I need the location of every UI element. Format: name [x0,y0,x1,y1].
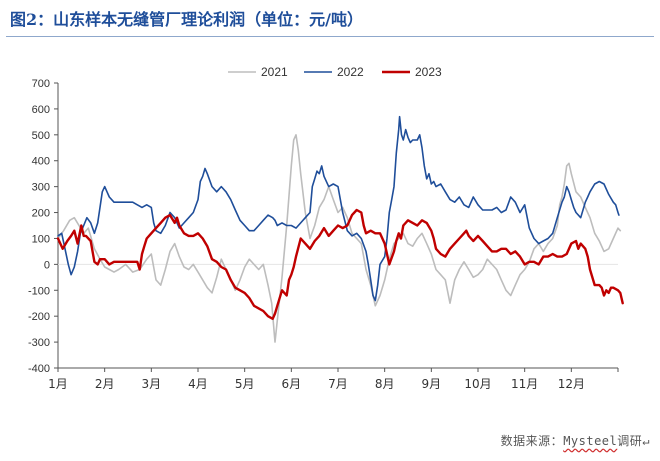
x-tick-label: 11月 [511,377,538,391]
x-tick-label: 1月 [48,377,68,391]
series-line-2023 [56,208,624,320]
y-tick-label: 700 [32,78,50,90]
y-tick-label: 100 [32,233,50,245]
y-tick-label: 0 [44,259,50,271]
y-tick-label: 400 [32,156,50,168]
title-divider [6,36,654,37]
legend-label-2021: 2021 [261,65,288,79]
x-axis-ticks: 1月 2月 3月 4月 5月 6月 7月 8月 9月 10月 11月 12月 [48,368,619,391]
source-suffix: 调研↵ [617,434,650,448]
series-line-2022 [57,115,620,302]
x-tick-label: 12月 [558,377,585,391]
legend: 2021 2022 2023 [228,65,442,79]
x-tick-label: 3月 [142,377,162,391]
legend-label-2022: 2022 [337,65,364,79]
source-note: 数据来源：Mysteel调研↵ [501,432,650,449]
x-tick-label: 5月 [235,377,255,391]
x-tick-label: 8月 [375,377,395,391]
y-tick-label: -100 [28,285,50,297]
page-title: 图2：山东样本无缝管厂理论利润（单位：元/吨） [10,10,363,29]
y-tick-label: 600 [32,104,50,116]
legend-label-2023: 2023 [415,65,442,79]
series-line-2021 [57,134,622,343]
x-tick-label: 9月 [422,377,442,391]
y-tick-label: 500 [32,130,50,142]
x-tick-label: 4月 [188,377,208,391]
line-chart: 700 600 500 400 300 200 100 0 -100 -200 -300 -400 1… [28,65,624,391]
y-tick-label: -200 [28,311,50,323]
y-tick-label: -400 [28,363,50,375]
x-tick-label: 7月 [328,377,348,391]
x-tick-label: 10月 [464,377,491,391]
y-axis-ticks: 700 600 500 400 300 200 100 0 -100 -200 -300 -400 [28,78,58,375]
y-tick-label: 300 [32,182,50,194]
y-tick-label: 200 [32,208,50,220]
source-brand: Mysteel [563,434,618,448]
x-tick-label: 6月 [282,377,302,391]
source-prefix: 数据来源： [500,434,564,448]
series-group [56,115,624,343]
y-tick-label: -300 [28,337,50,349]
x-tick-label: 2月 [95,377,115,391]
